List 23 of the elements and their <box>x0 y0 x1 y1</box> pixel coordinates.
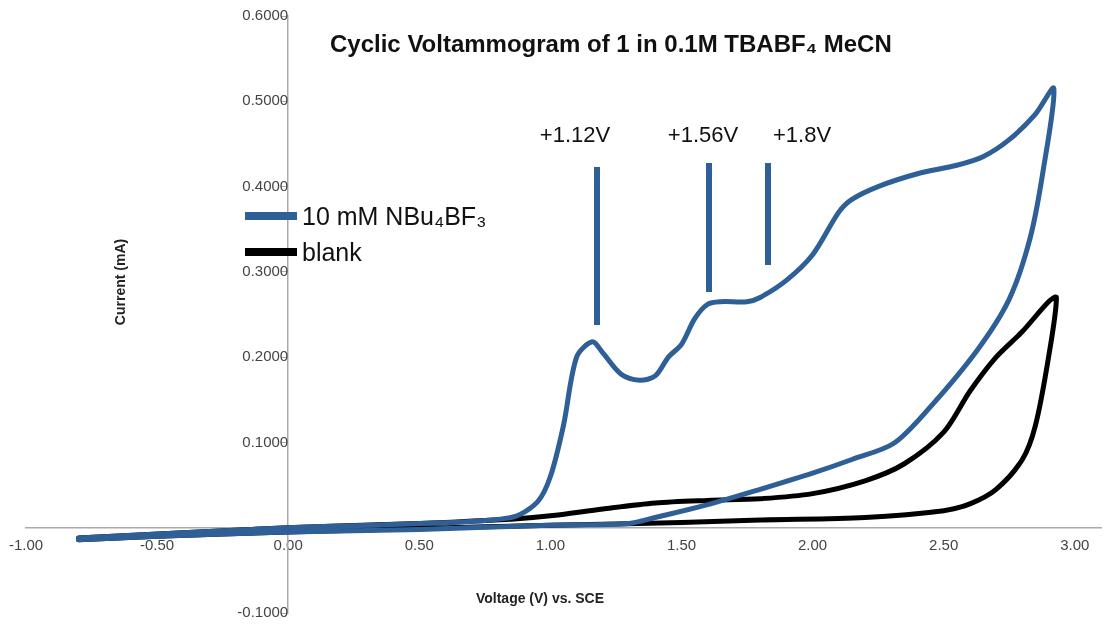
annotation: +1.12V <box>539 122 611 148</box>
legend-label: 10 mM NBu₄BF₃ <box>302 201 487 231</box>
x-tick-label: 0.50 <box>404 535 434 553</box>
y-tick-label: 0.4000 <box>242 176 289 194</box>
x-tick-label: 2.00 <box>797 535 828 553</box>
y-tick-label: 0.1000 <box>242 432 289 450</box>
x-axis-title: Voltage (V) vs. SCE <box>475 590 605 606</box>
x-tick-label: 2.50 <box>929 535 959 553</box>
x-tick-label: 3.00 <box>1060 535 1090 553</box>
x-tick-label: -0.50 <box>140 535 175 553</box>
y-axis-title: Current (mA) <box>112 238 128 326</box>
x-tick-label: 1.50 <box>666 535 697 553</box>
annotation: +1.8V <box>772 122 832 148</box>
y-tick-label: 0.5000 <box>242 91 289 109</box>
y-tick-label: 0.3000 <box>242 262 289 279</box>
x-tick-label: -1.00 <box>8 535 44 553</box>
y-tick-label: -0.1000 <box>237 603 289 621</box>
x-tick-label: 1.00 <box>535 535 565 553</box>
annotation: +1.56V <box>667 122 739 148</box>
y-tick-label: 0.6000 <box>242 6 289 24</box>
legend-label: blank <box>302 237 362 267</box>
text: Cyclic Voltammogram of 1 in 0.1M TBABF₄ MeCN <box>330 30 892 58</box>
y-tick-label: 0.2000 <box>242 347 289 365</box>
